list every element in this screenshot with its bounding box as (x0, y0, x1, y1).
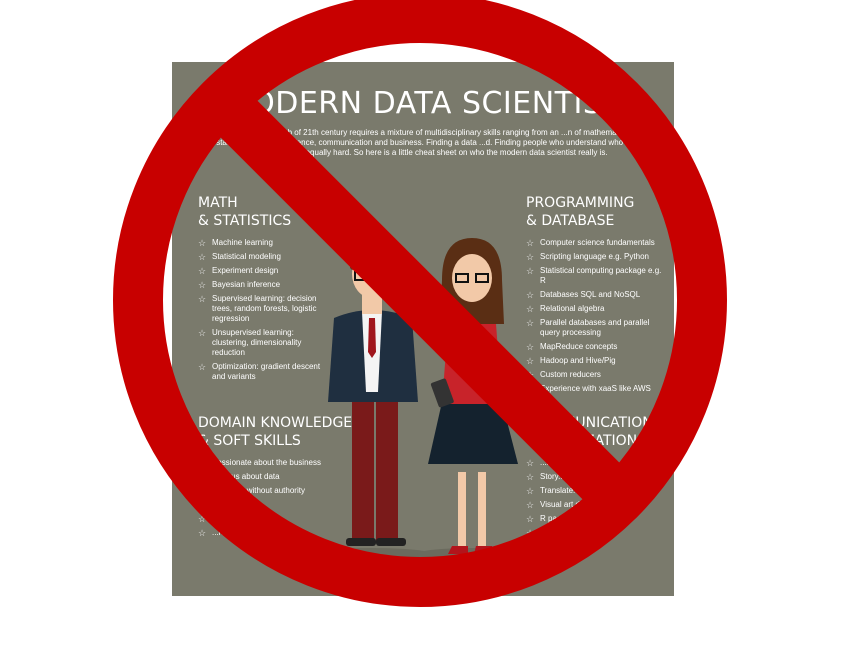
woman-figure (428, 238, 518, 554)
shadow-woman (417, 548, 527, 560)
shadow-man (312, 548, 432, 560)
man-figure (328, 245, 418, 546)
figures-illustration (312, 238, 527, 560)
poster: MODERN DATA SCIENTIST ...ntist, the sexi… (172, 62, 674, 596)
